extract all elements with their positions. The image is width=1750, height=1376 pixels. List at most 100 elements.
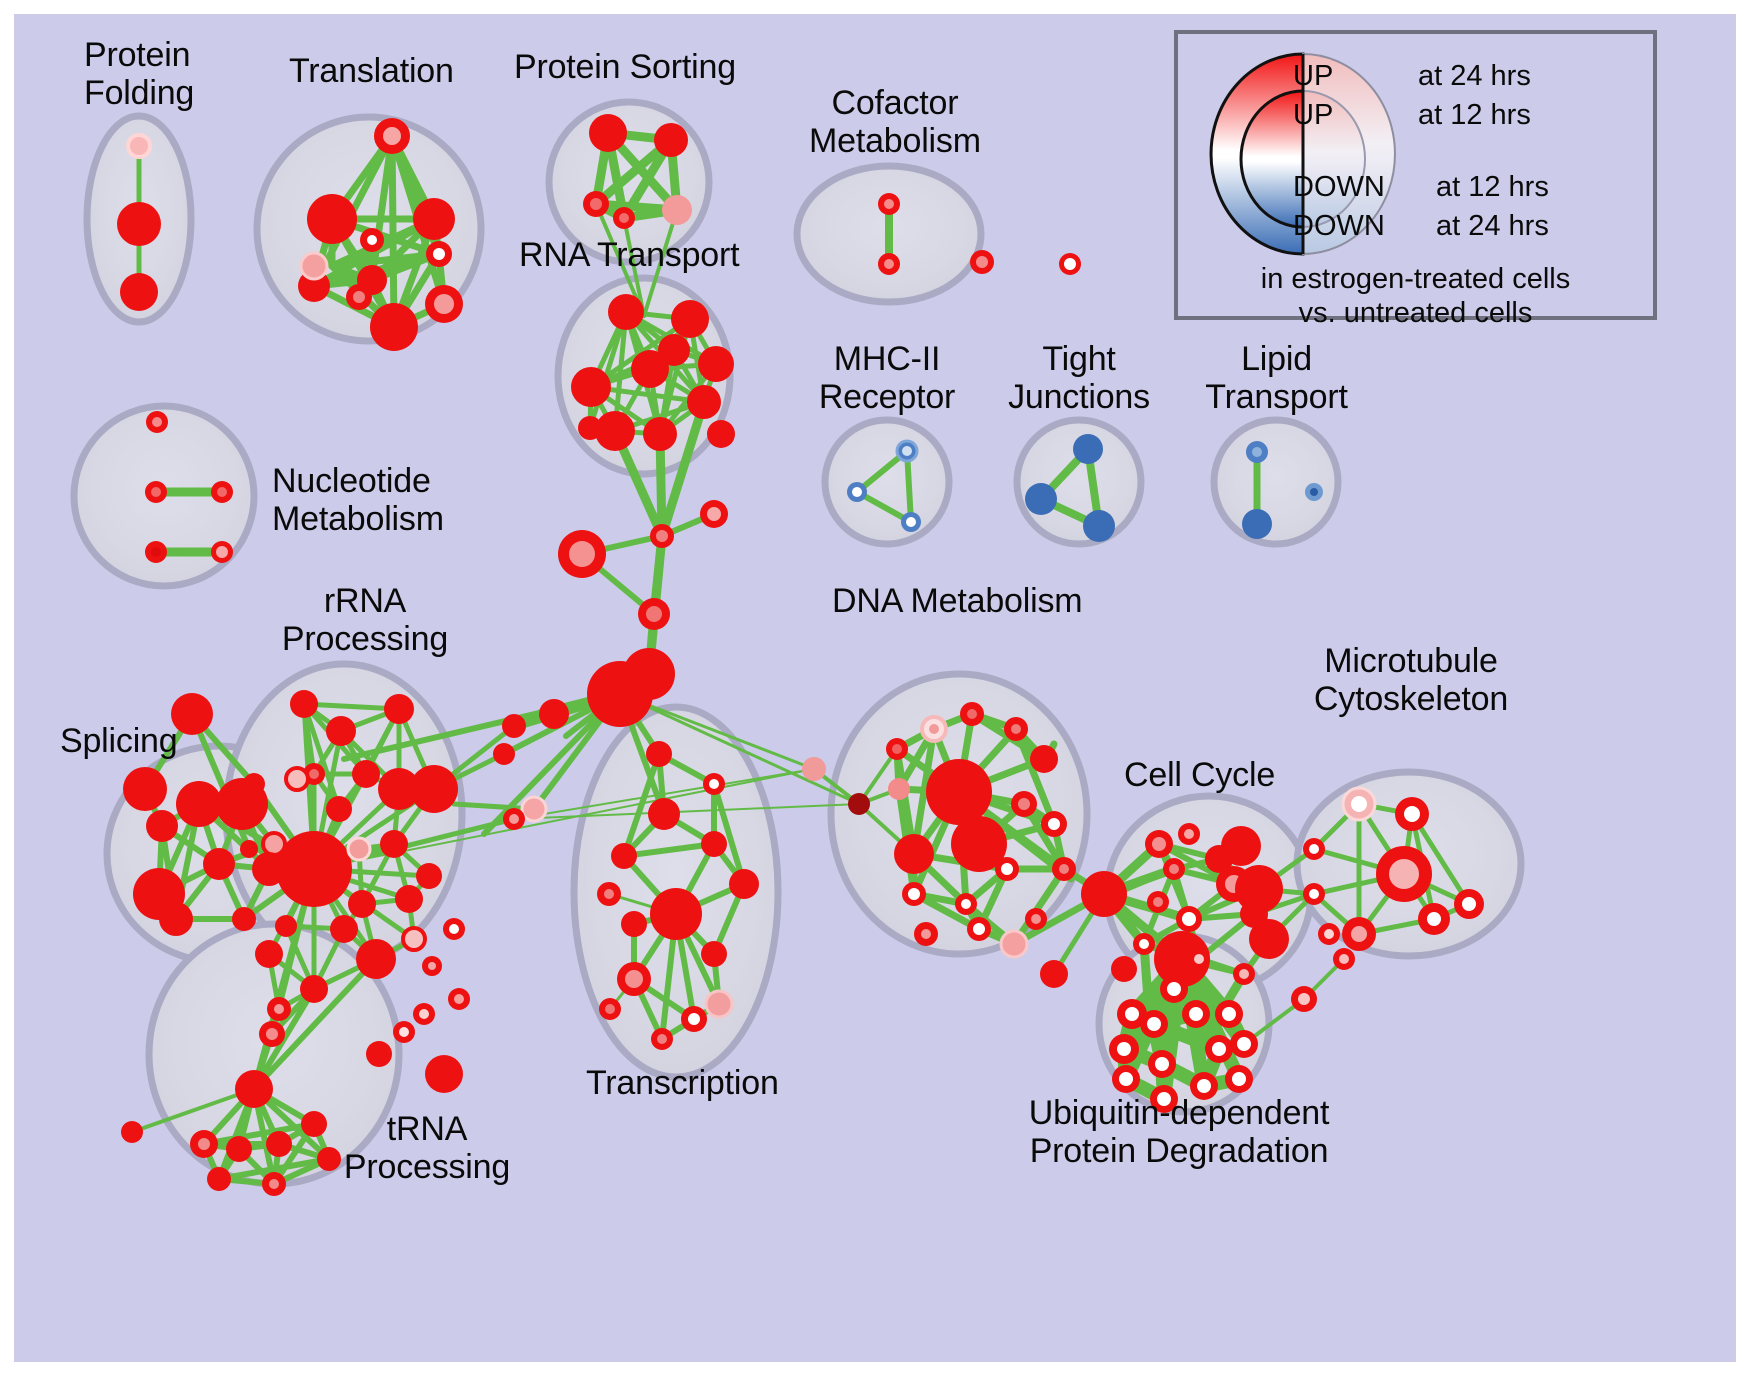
node[interactable] [1073,434,1103,464]
node[interactable] [307,194,357,244]
node[interactable] [970,250,994,274]
node[interactable] [1418,903,1450,935]
node[interactable] [159,902,193,936]
node[interactable] [1025,908,1047,930]
node[interactable] [1117,999,1147,1029]
node[interactable] [203,848,235,880]
node[interactable] [410,765,458,813]
node[interactable] [145,481,167,503]
node[interactable] [1140,1010,1168,1038]
node[interactable] [262,1172,286,1196]
node[interactable] [146,411,168,433]
node[interactable] [1109,1034,1139,1064]
node[interactable] [1230,1030,1258,1058]
node[interactable] [902,882,926,906]
node[interactable] [611,843,637,869]
node[interactable] [707,420,735,448]
node[interactable] [701,941,727,967]
node[interactable] [176,781,222,827]
node[interactable] [583,191,609,217]
node[interactable] [1318,923,1340,945]
node[interactable] [360,228,384,252]
node[interactable] [1249,919,1289,959]
node[interactable] [211,541,233,563]
node[interactable] [587,661,653,727]
node[interactable] [356,939,396,979]
node[interactable] [1233,963,1255,985]
node[interactable] [422,956,442,976]
node[interactable] [1182,1000,1210,1028]
node[interactable] [1188,948,1210,970]
node[interactable] [1145,830,1173,858]
node[interactable] [1303,883,1325,905]
node[interactable] [380,830,408,858]
node[interactable] [894,834,934,874]
node[interactable] [126,133,152,159]
node[interactable] [578,416,602,440]
node[interactable] [401,926,427,952]
node[interactable] [886,738,908,760]
node[interactable] [1154,931,1210,987]
node[interactable] [638,598,670,630]
node[interactable] [1305,483,1323,501]
node[interactable] [1221,826,1261,866]
node[interactable] [366,1041,392,1067]
node[interactable] [326,796,352,822]
node[interactable] [617,962,651,996]
node[interactable] [1246,441,1268,463]
node[interactable] [654,123,688,157]
node[interactable] [608,294,644,330]
node[interactable] [240,840,258,858]
node[interactable] [951,816,1007,872]
node[interactable] [597,882,621,906]
node[interactable] [267,997,291,1021]
node[interactable] [967,917,991,941]
node[interactable] [613,207,635,229]
node[interactable] [190,1130,218,1158]
node[interactable] [1041,811,1067,837]
node[interactable] [888,778,910,800]
node[interactable] [1342,917,1376,951]
node[interactable] [651,1028,673,1050]
node[interactable] [1341,786,1377,822]
node[interactable] [648,798,680,830]
node[interactable] [370,303,418,351]
node[interactable] [1111,956,1137,982]
node[interactable] [266,1131,292,1157]
node[interactable] [493,743,515,765]
node[interactable] [211,481,233,503]
node[interactable] [317,1147,341,1171]
node[interactable] [1052,857,1076,881]
node[interactable] [1291,986,1317,1012]
node[interactable] [1178,823,1200,845]
node[interactable] [395,885,423,913]
node[interactable] [1163,858,1185,880]
node[interactable] [503,808,525,830]
node[interactable] [1235,865,1283,913]
node[interactable] [1059,253,1081,275]
node[interactable] [1176,906,1202,932]
node[interactable] [1205,1035,1233,1063]
node[interactable] [1303,838,1325,860]
node[interactable] [378,768,420,810]
node[interactable] [1190,1072,1218,1100]
node[interactable] [643,417,677,451]
node[interactable] [123,767,167,811]
node[interactable] [1025,483,1057,515]
node[interactable] [374,118,410,154]
node[interactable] [393,1021,415,1043]
node[interactable] [1150,1085,1178,1113]
node[interactable] [413,1003,435,1025]
node[interactable] [300,975,328,1003]
node[interactable] [1376,846,1432,902]
node[interactable] [448,988,470,1010]
node[interactable] [926,759,992,825]
node[interactable] [662,195,692,225]
node[interactable] [621,911,647,937]
node[interactable] [299,251,329,281]
node[interactable] [117,202,161,246]
node[interactable] [1004,717,1028,741]
node[interactable] [729,869,759,899]
node[interactable] [960,702,984,726]
node[interactable] [658,334,690,366]
